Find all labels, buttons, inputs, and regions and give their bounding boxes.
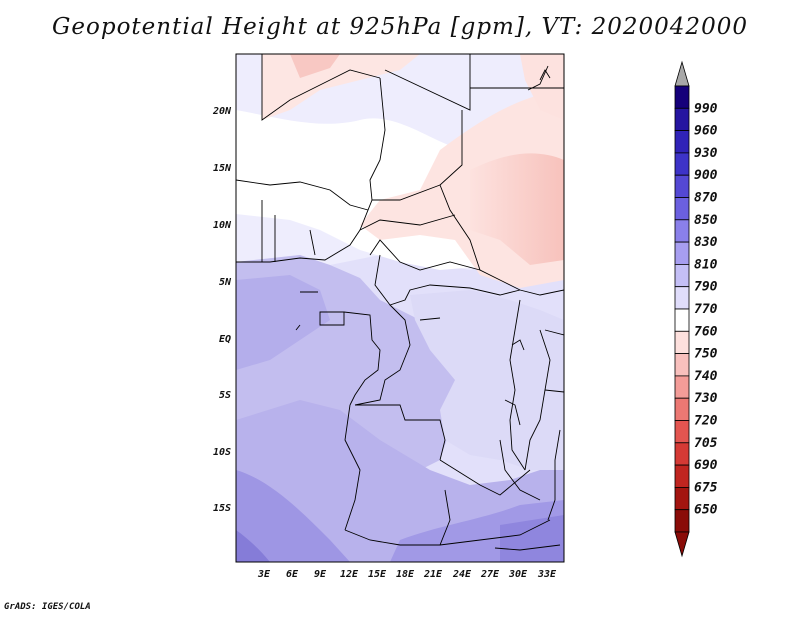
colorbar-swatch [674,152,690,176]
colorbar: 990 960 930 900 870 850 830 810 790 770 760 750 740 7… [674,60,718,558]
colorbar-level-label: 770 [694,302,718,317]
colorbar-swatch [674,286,690,310]
colorbar-level-label: 850 [694,213,718,228]
colorbar-level-label: 810 [694,257,718,272]
colorbar-level-label: 830 [694,235,718,250]
lat-label-15n: 15N [213,163,232,174]
colorbar-level-label: 720 [694,414,718,429]
lon-label-27e: 27E [480,569,500,580]
colorbar-swatch [674,375,690,399]
colorbar-level-label: 730 [694,391,718,406]
colorbar-swatch [674,330,690,354]
lat-label-5n: 5N [219,277,232,288]
lon-label-24e: 24E [452,569,472,580]
colorbar-top-arrow [674,60,690,87]
colorbar-level-label: 650 [694,503,718,518]
colorbar-swatch [674,464,690,488]
lon-label-30e: 30E [508,569,528,580]
lon-label-9e: 9E [314,569,327,580]
colorbar-swatch [674,420,690,444]
colorbar-level-label: 760 [694,324,718,339]
colorbar-swatch [674,486,690,511]
colorbar-level-label: 990 [694,101,718,116]
country-borders [236,54,564,551]
map-title: Geopotential Height at 925hPa [gpm], VT:… [52,14,748,40]
lat-label-10s: 10S [213,447,231,458]
lat-label-20n: 20N [212,106,232,117]
colorbar-swatch [674,397,690,421]
colorbar-level-label: 870 [694,191,718,206]
lat-label-15s: 15S [213,503,231,514]
colorbar-swatch [674,509,690,533]
colorbar-swatch [674,197,690,221]
colorbar-swatch [674,263,690,288]
colorbar-level-label: 690 [694,458,718,473]
colorbar-swatch [674,308,690,332]
lat-label-eq: EQ [219,334,231,345]
map-field [236,54,564,562]
colorbar-level-label: 750 [694,347,718,362]
lon-label-18e: 18E [396,569,415,580]
colorbar-swatch [674,130,690,154]
colorbar-bottom-arrow [674,531,690,558]
colorbar-level-label: 900 [694,168,718,183]
grads-credit: GrADS: IGES/COLA [4,602,91,612]
colorbar-swatch [674,85,690,109]
lon-label-12e: 12E [340,569,359,580]
lat-label-5s: 5S [219,390,231,401]
lon-label-15e: 15E [368,569,387,580]
map-frame [235,53,565,563]
colorbar-level-label: 960 [694,124,718,139]
lat-label-10n: 10N [213,220,232,231]
colorbar-swatch [674,353,690,377]
latitude-labels: 20N 15N 10N 5N EQ 5S 10S 15S [212,106,232,514]
lon-label-3e: 3E [257,569,271,580]
longitude-labels: 3E 6E 9E 12E 15E 18E 21E 24E 27E 30E 33E [257,569,557,580]
lon-label-21e: 21E [423,569,443,580]
colorbar-swatch [674,174,690,198]
colorbar-level-label: 675 [694,480,718,495]
lon-label-33e: 33E [537,569,557,580]
colorbar-swatch [674,241,690,265]
colorbar-level-label: 790 [694,280,718,295]
colorbar-swatch [674,107,690,132]
colorbar-level-label: 740 [694,369,718,384]
colorbar-swatch [674,442,690,466]
lon-label-6e: 6E [286,569,299,580]
colorbar-level-label: 705 [694,436,718,451]
colorbar-swatch [674,219,690,243]
colorbar-level-label: 930 [694,146,718,161]
